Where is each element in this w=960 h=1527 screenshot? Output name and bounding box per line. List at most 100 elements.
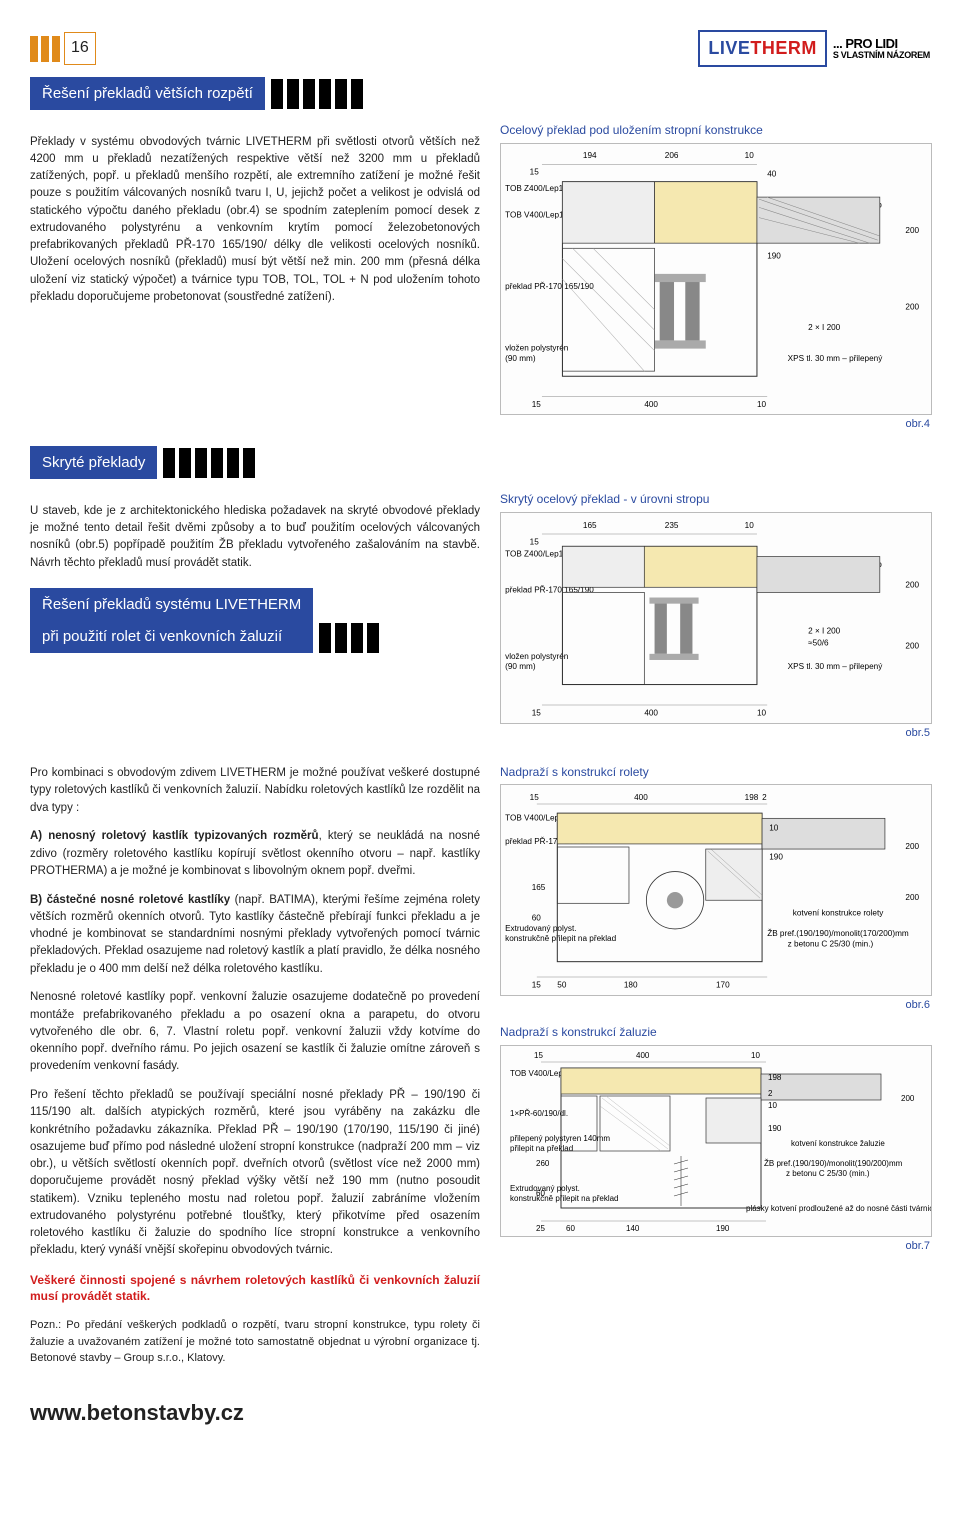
svg-text:přilepený polystyren 140mm: přilepený polystyren 140mm xyxy=(510,1134,610,1143)
svg-text:10: 10 xyxy=(769,824,779,833)
svg-text:180: 180 xyxy=(624,981,638,990)
svg-text:400: 400 xyxy=(634,793,648,802)
svg-text:2: 2 xyxy=(768,1089,773,1098)
svg-text:200: 200 xyxy=(905,842,919,851)
svg-text:165: 165 xyxy=(583,521,597,530)
svg-text:XPS tl. 30 mm – přilepený: XPS tl. 30 mm – přilepený xyxy=(788,662,884,671)
section3-d: Pro řešení těchto překladů se používají … xyxy=(30,1087,480,1260)
svg-text:170: 170 xyxy=(716,981,730,990)
svg-text:40: 40 xyxy=(767,170,777,179)
caption-obr4: obr.4 xyxy=(500,417,930,432)
svg-text:15: 15 xyxy=(530,168,540,177)
svg-text:plásky kotvení prodloužené až: plásky kotvení prodloužené až do nosné č… xyxy=(746,1204,931,1213)
svg-text:400: 400 xyxy=(636,1051,650,1060)
svg-text:10: 10 xyxy=(757,400,767,409)
svg-text:198: 198 xyxy=(768,1073,782,1082)
svg-text:konstrukčně přilepit na překla: konstrukčně přilepit na překlad xyxy=(510,1194,619,1203)
page-number-badge: 16 xyxy=(30,32,96,64)
svg-text:ŽB pref.(190/190)/monolit(170/: ŽB pref.(190/190)/monolit(170/200)mm xyxy=(767,928,909,938)
svg-text:ŽB pref.(190/190)/monolit(190/: ŽB pref.(190/190)/monolit(190/200)mm xyxy=(764,1159,903,1168)
svg-text:z betonu C 25/30 (min.): z betonu C 25/30 (min.) xyxy=(788,940,874,949)
svg-text:konstrukčně přilepit na překla: konstrukčně přilepit na překlad xyxy=(505,935,616,944)
svg-text:2: 2 xyxy=(762,793,767,802)
svg-text:190: 190 xyxy=(716,1224,730,1233)
diagram7-title: Nadpraží s konstrukcí žaluzie xyxy=(500,1024,930,1041)
svg-text:15: 15 xyxy=(534,1051,543,1060)
svg-text:400: 400 xyxy=(644,400,658,409)
svg-text:(90 mm): (90 mm) xyxy=(505,354,536,363)
svg-text:15: 15 xyxy=(532,400,542,409)
svg-text:400: 400 xyxy=(644,708,658,717)
section2-body: U staveb, kde je z architektonického hle… xyxy=(30,503,480,572)
section3-a: A) nenosný roletový kastlík typizovaných… xyxy=(30,828,480,880)
page-number: 16 xyxy=(64,32,96,64)
section3-title-b: při použití rolet či venkovních žaluzií xyxy=(30,620,313,653)
svg-text:≈50/6: ≈50/6 xyxy=(808,639,829,648)
svg-text:190: 190 xyxy=(769,853,783,862)
svg-text:přilepit na překlad: přilepit na překlad xyxy=(510,1144,573,1153)
diagram5-title: Skrytý ocelový překlad - v úrovni stropu xyxy=(500,491,930,508)
caption-obr6: obr.6 xyxy=(500,998,930,1013)
footer-url: www.betonstavby.cz xyxy=(30,1398,930,1429)
svg-text:kotvení konstrukce žaluzie: kotvení konstrukce žaluzie xyxy=(791,1139,885,1148)
section2-title: Skryté překlady xyxy=(30,446,157,479)
svg-text:60: 60 xyxy=(566,1224,575,1233)
svg-text:190: 190 xyxy=(768,1124,782,1133)
svg-text:190: 190 xyxy=(767,252,781,261)
diagram-obr4: 194 206 10 15 TOB Z400/Lep198 TOB V400/L… xyxy=(500,143,932,415)
svg-text:198: 198 xyxy=(745,793,759,802)
svg-text:165: 165 xyxy=(532,883,546,892)
section3-b: B) částečné nosné roletové kastlíky (nap… xyxy=(30,892,480,978)
svg-text:200: 200 xyxy=(905,226,919,235)
section1-body: Překlady v systému obvodových tvárnic LI… xyxy=(30,134,480,307)
caption-obr5: obr.5 xyxy=(500,726,930,741)
section3-c: Nenosné roletové kastlíky popř. venkovní… xyxy=(30,989,480,1075)
svg-text:15: 15 xyxy=(530,537,540,546)
diagram-obr7: 15 400 10 TOB V400/Lep198 1×PŘ-60/190/dl… xyxy=(500,1045,932,1237)
svg-text:15: 15 xyxy=(532,708,542,717)
svg-text:10: 10 xyxy=(751,1051,760,1060)
svg-text:200: 200 xyxy=(905,894,919,903)
diagram4-title: Ocelový překlad pod uložením stropní kon… xyxy=(500,122,930,139)
svg-text:200: 200 xyxy=(901,1094,915,1103)
svg-text:2 × I 200: 2 × I 200 xyxy=(808,627,841,636)
svg-text:překlad PŘ-170 165/190: překlad PŘ-170 165/190 xyxy=(505,281,594,291)
svg-text:2 × I 200: 2 × I 200 xyxy=(808,323,841,332)
svg-text:10: 10 xyxy=(757,708,767,717)
svg-text:200: 200 xyxy=(905,303,919,312)
svg-text:10: 10 xyxy=(745,521,755,530)
svg-text:260: 260 xyxy=(536,1159,550,1168)
svg-text:Extrudovaný polyst.: Extrudovaný polyst. xyxy=(510,1184,580,1193)
svg-text:z betonu C 25/30 (min.): z betonu C 25/30 (min.) xyxy=(786,1169,870,1178)
svg-text:vložen polystyrén: vložen polystyrén xyxy=(505,344,569,353)
svg-text:10: 10 xyxy=(745,151,755,160)
svg-text:15: 15 xyxy=(532,981,542,990)
section3-title-a: Řešení překladů systému LIVETHERM xyxy=(30,588,313,621)
svg-text:140: 140 xyxy=(626,1224,640,1233)
svg-text:206: 206 xyxy=(665,151,679,160)
caption-obr7: obr.7 xyxy=(500,1239,930,1254)
svg-text:25: 25 xyxy=(536,1224,545,1233)
svg-text:60: 60 xyxy=(532,914,542,923)
svg-text:235: 235 xyxy=(665,521,679,530)
section3-note: Pozn.: Po předání veškerých podkladů o r… xyxy=(30,1317,480,1367)
svg-text:XPS tl. 30 mm – přilepený: XPS tl. 30 mm – přilepený xyxy=(788,354,884,363)
section3-intro: Pro kombinaci s obvodovým zdivem LIVETHE… xyxy=(30,765,480,817)
svg-text:vložen polystyrén: vložen polystyrén xyxy=(505,652,569,661)
svg-text:50: 50 xyxy=(557,981,567,990)
svg-text:60: 60 xyxy=(536,1189,545,1198)
section1-title: Řešení překladů větších rozpětí xyxy=(30,77,265,110)
svg-text:10: 10 xyxy=(768,1101,777,1110)
svg-text:194: 194 xyxy=(583,151,597,160)
svg-text:1×PŘ-60/190/dl.: 1×PŘ-60/190/dl. xyxy=(510,1109,568,1118)
svg-text:200: 200 xyxy=(905,642,919,651)
svg-text:Extrudovaný polyst.: Extrudovaný polyst. xyxy=(505,924,576,933)
svg-text:(90 mm): (90 mm) xyxy=(505,662,536,671)
brand-logo: LIVETHERM ... PRO LIDI S VLASTNÍM NÁZORE… xyxy=(698,30,930,67)
svg-text:200: 200 xyxy=(905,580,919,589)
section3-warning: Veškeré činnosti spojené s návrhem rolet… xyxy=(30,1272,480,1306)
diagram6-title: Nadpraží s konstrukcí rolety xyxy=(500,764,930,781)
diagram-obr6: 15 400 198 2 TOB V400/Lep198 překlad PŘ-… xyxy=(500,784,932,996)
diagram-obr5: 165 235 10 15 TOB Z400/Lep198 překlad PŘ… xyxy=(500,512,932,724)
svg-text:15: 15 xyxy=(530,793,540,802)
